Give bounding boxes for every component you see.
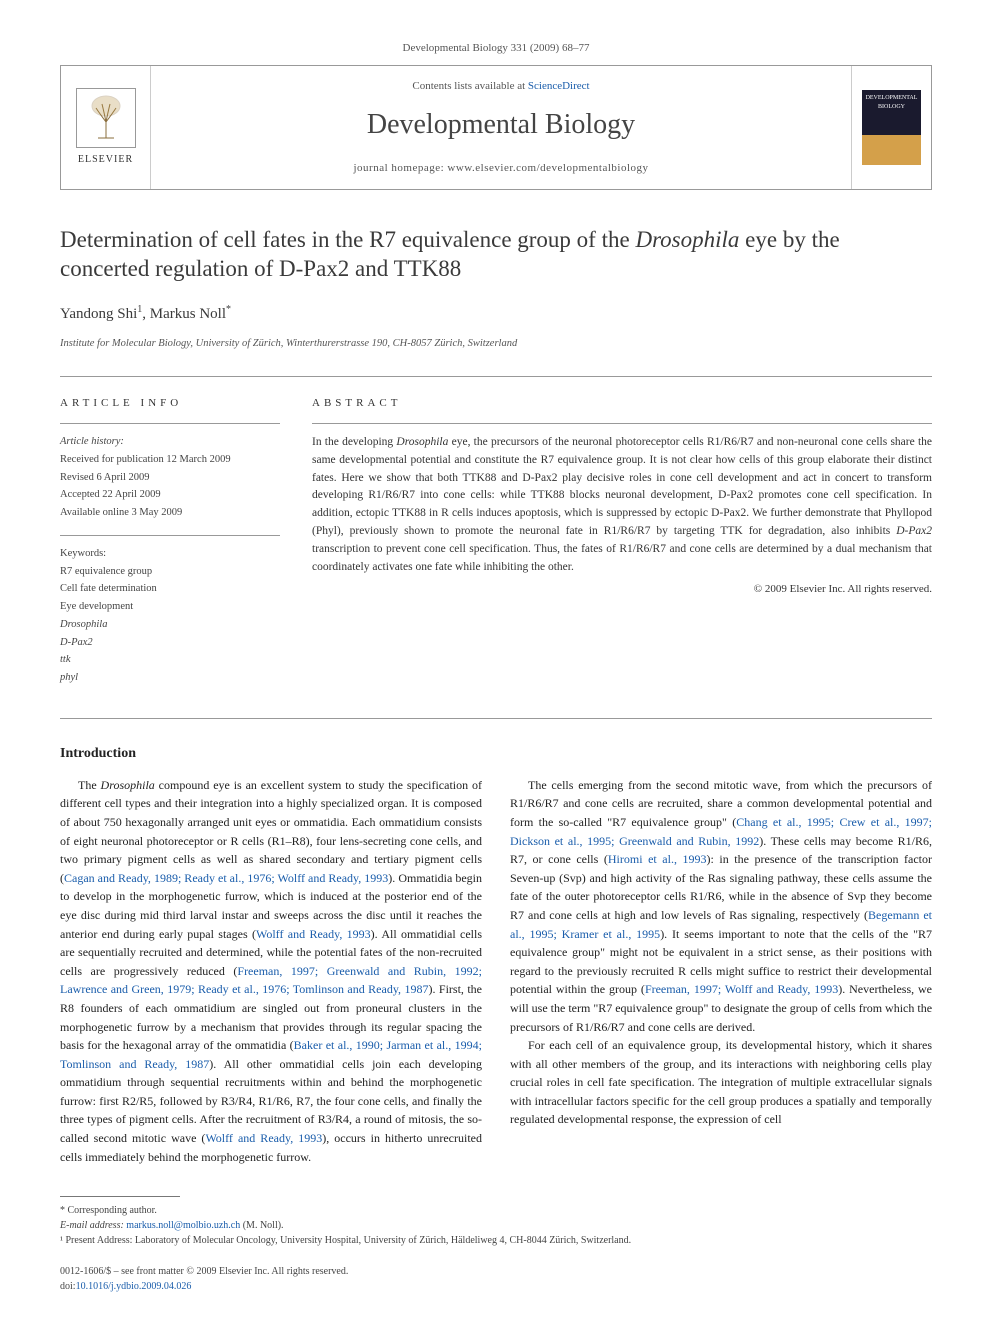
info-rule-1 — [60, 423, 280, 424]
sciencedirect-link[interactable]: ScienceDirect — [528, 80, 590, 92]
title-pre: Determination of cell fates in the R7 eq… — [60, 227, 635, 252]
author-1-sup: 1 — [137, 304, 142, 315]
keyword-italic: D-Pax2 — [60, 635, 280, 651]
keyword-italic: phyl — [60, 670, 280, 686]
keyword: Eye development — [60, 599, 280, 615]
abstract-rule — [312, 423, 932, 424]
masthead: ELSEVIER Contents lists available at Sci… — [60, 65, 932, 190]
email-line: E-mail address: markus.noll@molbio.uzh.c… — [60, 1218, 932, 1233]
citation-link[interactable]: Hiromi et al., 1993 — [608, 852, 707, 866]
intro-para-3: For each cell of an equivalence group, i… — [510, 1036, 932, 1129]
body-two-column: The Drosophila compound eye is an excell… — [60, 776, 932, 1166]
citation-link[interactable]: Wolff and Ready, 1993 — [256, 927, 371, 941]
citation-link[interactable]: Wolff and Ready, 1993 — [205, 1131, 322, 1145]
history-received: Received for publication 12 March 2009 — [60, 452, 280, 468]
article-title: Determination of cell fates in the R7 eq… — [60, 225, 932, 285]
publisher-name: ELSEVIER — [78, 152, 133, 167]
email-who: (M. Noll). — [243, 1220, 284, 1231]
running-head: Developmental Biology 331 (2009) 68–77 — [60, 40, 932, 57]
abstract-text: In the developing Drosophila eye, the pr… — [312, 434, 932, 577]
p1-a: The — [78, 778, 101, 792]
email-label: E-mail address: — [60, 1220, 124, 1231]
author-2-sup: * — [226, 304, 231, 315]
keywords-label: Keywords: — [60, 546, 280, 562]
homepage-url: www.elsevier.com/developmentalbiology — [447, 162, 648, 174]
keyword: R7 equivalence group — [60, 564, 280, 580]
info-abstract-row: ARTICLE INFO Article history: Received f… — [60, 395, 932, 700]
mid-rule — [60, 718, 932, 719]
doi-label: doi: — [60, 1281, 76, 1292]
p3-a: For each cell of an equivalence group, i… — [510, 1038, 932, 1126]
author-1: Yandong Shi — [60, 306, 137, 322]
abs-b: eye, the precursors of the neuronal phot… — [312, 436, 932, 537]
corresponding-author-note: * Corresponding author. — [60, 1203, 932, 1218]
article-history-block: Article history: Received for publicatio… — [60, 434, 280, 521]
abstract-copyright: © 2009 Elsevier Inc. All rights reserved… — [312, 581, 932, 598]
history-accepted: Accepted 22 April 2009 — [60, 487, 280, 503]
doi-link[interactable]: 10.1016/j.ydbio.2009.04.026 — [76, 1281, 192, 1292]
authors: Yandong Shi1, Markus Noll* — [60, 302, 932, 326]
masthead-center: Contents lists available at ScienceDirec… — [151, 66, 851, 189]
front-matter-line: 0012-1606/$ – see front matter © 2009 El… — [60, 1264, 348, 1279]
title-italic: Drosophila — [635, 227, 739, 252]
abstract-column: ABSTRACT In the developing Drosophila ey… — [312, 395, 932, 700]
introduction-heading: Introduction — [60, 743, 932, 764]
page-footer: 0012-1606/$ – see front matter © 2009 El… — [60, 1264, 932, 1294]
homepage-prefix: journal homepage: — [354, 162, 448, 174]
keywords-block: Keywords: R7 equivalence group Cell fate… — [60, 546, 280, 686]
doi-line: doi:10.1016/j.ydbio.2009.04.026 — [60, 1279, 348, 1294]
citation-link[interactable]: Freeman, 1997; Wolff and Ready, 1993 — [645, 982, 838, 996]
publisher-logo: ELSEVIER — [61, 66, 151, 189]
footer-left: 0012-1606/$ – see front matter © 2009 El… — [60, 1264, 348, 1294]
abs-it2: D-Pax2 — [896, 525, 932, 537]
history-label: Article history: — [60, 434, 280, 450]
p1-b: compound eye is an excellent system to s… — [60, 778, 482, 885]
journal-cover-thumb: DEVELOPMENTAL BIOLOGY 50 — [851, 66, 931, 189]
cover-box: DEVELOPMENTAL BIOLOGY 50 — [862, 90, 921, 165]
affiliation: Institute for Molecular Biology, Univers… — [60, 336, 932, 352]
abs-a: In the developing — [312, 436, 396, 448]
top-rule — [60, 376, 932, 377]
journal-title: Developmental Biology — [163, 104, 839, 146]
contents-available-line: Contents lists available at ScienceDirec… — [163, 78, 839, 95]
article-info-column: ARTICLE INFO Article history: Received f… — [60, 395, 280, 700]
article-info-heading: ARTICLE INFO — [60, 395, 280, 412]
keyword-italic: ttk — [60, 652, 280, 668]
keyword-italic: Drosophila — [60, 617, 280, 633]
author-2: Markus Noll — [150, 306, 226, 322]
abs-it1: Drosophila — [396, 436, 448, 448]
elsevier-tree-icon — [76, 88, 136, 148]
p1-it1: Drosophila — [101, 778, 155, 792]
footnotes: * Corresponding author. E-mail address: … — [60, 1196, 932, 1248]
journal-homepage-line: journal homepage: www.elsevier.com/devel… — [163, 160, 839, 177]
history-revised: Revised 6 April 2009 — [60, 470, 280, 486]
email-link[interactable]: markus.noll@molbio.uzh.ch — [126, 1220, 240, 1231]
history-online: Available online 3 May 2009 — [60, 505, 280, 521]
contents-prefix: Contents lists available at — [412, 80, 527, 92]
footnote-rule — [60, 1196, 180, 1197]
abstract-heading: ABSTRACT — [312, 395, 932, 412]
keyword: Cell fate determination — [60, 581, 280, 597]
intro-para-1: The Drosophila compound eye is an excell… — [60, 776, 482, 1166]
citation-link[interactable]: Cagan and Ready, 1989; Ready et al., 197… — [64, 871, 388, 885]
abs-c: transcription to prevent cone cell speci… — [312, 543, 932, 573]
intro-para-2: The cells emerging from the second mitot… — [510, 776, 932, 1036]
present-address-note: ¹ Present Address: Laboratory of Molecul… — [60, 1233, 932, 1248]
cover-badge-text: DEVELOPMENTAL BIOLOGY — [862, 94, 921, 112]
info-rule-2 — [60, 535, 280, 536]
